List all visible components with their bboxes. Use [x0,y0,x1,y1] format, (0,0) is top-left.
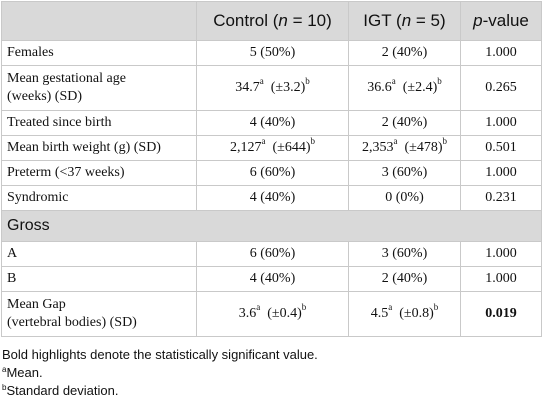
footnote-b-text: Standard deviation. [6,383,119,398]
igt-value: 3 (60%) [348,160,461,186]
sup-sd-marker: b [305,76,310,87]
control-mean: 34.7 [235,80,260,95]
table-row: B 4 (40%) 2 (40%) 1.000 [1,266,542,292]
sup-mean-marker: a [393,136,398,147]
header-pvalue: p-value [460,1,542,41]
row-label: Mean Gap (vertebral bodies) (SD) [1,291,197,337]
sup-mean-marker: a [259,76,264,87]
sup-sd-marker: b [442,136,448,147]
table-header-row: Control (n = 10) IGT (n = 5) p-value [1,1,542,41]
sup-mean-marker: a [388,302,393,313]
footnote-a-text: Mean. [6,365,43,380]
sup-sd-marker: b [433,302,439,313]
section-row-gross: Gross [1,210,542,242]
p-value-significant: 0.019 [460,291,542,337]
row-label: Preterm (<37 weeks) [1,160,197,186]
table-row: Females 5 (50%) 2 (40%) 1.000 [1,40,542,66]
row-label: Syndromic [1,185,197,211]
p-value: 1.000 [460,160,542,186]
table-row: Mean gestational age (weeks) (SD) 34.7a (… [1,65,542,111]
row-label-line2: (vertebral bodies) (SD) [7,315,137,330]
sup-sd-marker: b [310,136,316,147]
footnote-a-marker: a [2,364,7,374]
row-label: Mean gestational age (weeks) (SD) [1,65,197,111]
row-label-line2: (weeks) (SD) [7,89,83,104]
footnotes: Bold highlights denote the statistically… [2,346,540,400]
control-value: 2,127a (±644)b [196,135,349,161]
igt-value: 2 (40%) [348,40,461,66]
row-label: Treated since birth [1,110,197,136]
p-value: 1.000 [460,40,542,66]
igt-mean: 4.5 [370,306,389,321]
p-value: 0.265 [460,65,542,111]
row-label: A [1,241,197,267]
sup-sd-marker: b [301,302,307,313]
control-value: 4 (40%) [196,266,349,292]
igt-sd: (±0.8) [399,306,434,321]
p-value: 1.000 [460,266,542,292]
row-label: Females [1,40,197,66]
igt-mean: 36.6 [367,80,392,95]
row-label-line1: Mean gestational age [7,71,126,86]
header-empty-cell [1,1,197,41]
control-value: 4 (40%) [196,185,349,211]
igt-value: 3 (60%) [348,241,461,267]
header-control-prefix: Control ( [213,11,279,30]
footnote-a: aMean. [2,364,540,382]
header-igt-suffix: = 5) [411,11,446,30]
footnote-bold: Bold highlights denote the statistically… [2,347,318,362]
control-sd: (±644) [272,140,311,155]
control-mean: 3.6 [238,306,257,321]
row-label: B [1,266,197,292]
header-control-n: n [278,11,288,30]
igt-sd: (±2.4) [402,80,438,95]
data-table: Control (n = 10) IGT (n = 5) p-value Fem… [1,1,542,337]
header-pvalue-suffix: -value [482,11,529,30]
p-value: 1.000 [460,241,542,267]
table-row: Syndromic 4 (40%) 0 (0%) 0.231 [1,185,542,211]
control-value: 5 (50%) [196,40,349,66]
igt-value: 2 (40%) [348,110,461,136]
table-row: A 6 (60%) 3 (60%) 1.000 [1,241,542,267]
sup-mean-marker: a [256,302,261,313]
igt-value: 4.5a (±0.8)b [348,291,461,337]
control-value: 34.7a (±3.2)b [196,65,349,111]
igt-mean: 2,353 [361,140,394,155]
header-control: Control (n = 10) [196,1,349,41]
table-row: Treated since birth 4 (40%) 2 (40%) 1.00… [1,110,542,136]
sup-mean-marker: a [391,76,396,87]
table-row: Preterm (<37 weeks) 6 (60%) 3 (60%) 1.00… [1,160,542,186]
header-igt: IGT (n = 5) [348,1,461,41]
footnote-b-marker: b [2,382,7,392]
control-value: 6 (60%) [196,160,349,186]
control-sd: (±0.4) [267,306,302,321]
section-title: Gross [1,210,542,242]
footnote-b: bStandard deviation. [2,382,540,400]
igt-value: 2 (40%) [348,266,461,292]
control-value: 4 (40%) [196,110,349,136]
igt-sd: (±478) [404,140,443,155]
control-sd: (±3.2) [270,80,306,95]
p-value: 0.501 [460,135,542,161]
table-row: Mean birth weight (g) (SD) 2,127a (±644)… [1,135,542,161]
sup-mean-marker: a [261,136,266,147]
table-row: Mean Gap (vertebral bodies) (SD) 3.6a (±0… [1,291,542,337]
row-label: Mean birth weight (g) (SD) [1,135,197,161]
p-value: 0.231 [460,185,542,211]
control-value: 6 (60%) [196,241,349,267]
header-igt-prefix: IGT ( [363,11,402,30]
header-pvalue-p: p [473,11,483,30]
igt-value: 0 (0%) [348,185,461,211]
p-value: 1.000 [460,110,542,136]
header-control-suffix: = 10) [287,11,332,30]
row-label-line1: Mean Gap [7,297,66,312]
header-igt-n: n [401,11,412,30]
igt-value: 2,353a (±478)b [348,135,461,161]
sup-sd-marker: b [437,76,442,87]
igt-value: 36.6a (±2.4)b [348,65,461,111]
control-value: 3.6a (±0.4)b [196,291,349,337]
control-mean: 2,127 [229,140,262,155]
